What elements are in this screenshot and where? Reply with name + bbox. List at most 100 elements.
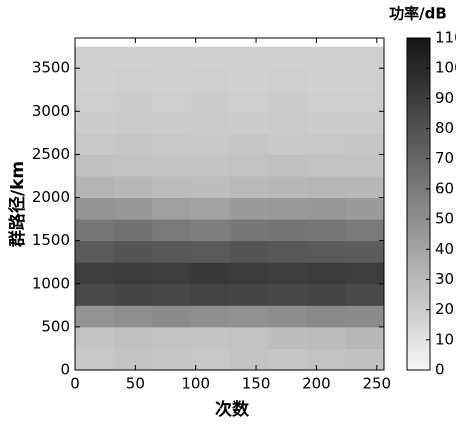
heat-cell: [345, 132, 385, 155]
plot-frame: [74, 37, 385, 371]
heat-cell: [306, 132, 346, 155]
heat-cell: [268, 132, 308, 155]
heat-cell: [113, 197, 153, 220]
heat-cell: [345, 111, 385, 134]
heat-cell: [345, 348, 385, 371]
heat-cell: [268, 46, 308, 69]
colorbar-title: 功率/dB: [389, 5, 447, 23]
heat-cell: [152, 132, 192, 155]
heat-cell: [152, 262, 192, 285]
heat-cell: [113, 219, 153, 242]
heat-cell: [190, 46, 230, 69]
colorbar-tick-label: 110: [435, 29, 456, 47]
heat-cell: [152, 197, 192, 220]
heat-cell: [113, 175, 153, 199]
heat-cell: [190, 326, 230, 349]
heat-cell: [345, 46, 385, 69]
heat-cell: [345, 89, 385, 112]
y-tick-label: 2500: [32, 145, 70, 163]
heat-cell: [229, 283, 269, 306]
heat-cell: [306, 111, 346, 134]
heat-cell: [190, 283, 230, 306]
colorbar-tick-label: 100: [435, 59, 456, 77]
y-tick-label: 0: [60, 361, 70, 379]
colorbar-tick-label: 50: [435, 210, 454, 228]
heat-cell: [190, 348, 230, 371]
heat-cell: [268, 68, 308, 91]
heat-cell: [306, 283, 346, 306]
heat-cell: [152, 240, 192, 263]
heat-cell: [75, 326, 115, 349]
heat-cell: [152, 305, 192, 328]
heat-cell: [229, 305, 269, 328]
heat-cell: [152, 283, 192, 306]
heat-cell: [75, 197, 115, 220]
heat-cell: [75, 175, 115, 199]
x-tick-label: 50: [126, 375, 145, 393]
heat-cell: [113, 154, 153, 177]
heat-cell: [190, 68, 230, 91]
heat-cell: [306, 68, 346, 91]
heat-cell: [345, 326, 385, 349]
heat-cell: [113, 283, 153, 306]
heat-cell: [268, 305, 308, 328]
heat-cell: [152, 219, 192, 242]
y-axis-label: 群路径/km: [7, 161, 28, 247]
y-tick-label: 3500: [32, 59, 70, 77]
heat-cell: [75, 89, 115, 112]
x-axis-label: 次数: [215, 399, 250, 420]
colorbar-tick-label: 70: [435, 149, 454, 167]
heat-cell: [190, 132, 230, 155]
heat-cell: [268, 283, 308, 306]
heat-cell: [152, 154, 192, 177]
x-tick-label: 200: [302, 375, 331, 393]
heat-cell: [345, 175, 385, 199]
heat-cell: [345, 68, 385, 91]
heat-cell: [152, 68, 192, 91]
heat-cell: [268, 219, 308, 242]
heat-cell: [152, 89, 192, 112]
heat-cell: [113, 68, 153, 91]
heat-cell: [229, 46, 269, 69]
heat-cell: [268, 154, 308, 177]
heat-cell: [75, 348, 115, 371]
heat-cell: [306, 326, 346, 349]
heat-cell: [268, 175, 308, 199]
heat-cell: [229, 89, 269, 112]
x-tick-label: 250: [362, 375, 391, 393]
heat-cell: [190, 89, 230, 112]
heat-cell: [75, 154, 115, 177]
heat-cell: [229, 262, 269, 285]
heat-cell: [190, 262, 230, 285]
heat-cell: [75, 283, 115, 306]
colorbar-tick-label: 40: [435, 240, 454, 258]
y-tick-label: 500: [41, 317, 70, 335]
heat-cell: [113, 326, 153, 349]
x-tick-label: 100: [181, 375, 210, 393]
heat-cell: [152, 348, 192, 371]
heat-cell: [190, 154, 230, 177]
colorbar-tick-label: 80: [435, 119, 454, 137]
heat-cell: [306, 46, 346, 69]
heatmap: [75, 46, 385, 371]
heat-cell: [229, 348, 269, 371]
heat-cell: [113, 262, 153, 285]
heat-cell: [190, 305, 230, 328]
heat-cell: [190, 240, 230, 263]
heat-cell: [75, 111, 115, 134]
heat-cell: [113, 111, 153, 134]
heat-cell: [306, 197, 346, 220]
heat-cell: [113, 240, 153, 263]
heat-cell: [190, 219, 230, 242]
heat-cell: [229, 111, 269, 134]
heat-cell: [113, 305, 153, 328]
heat-cell: [229, 132, 269, 155]
colorbar-tick-label: 30: [435, 270, 454, 288]
heat-cell: [75, 68, 115, 91]
heat-cell: [190, 111, 230, 134]
heat-cell: [229, 219, 269, 242]
heat-cell: [229, 240, 269, 263]
heat-cell: [229, 175, 269, 199]
heat-cell: [75, 132, 115, 155]
